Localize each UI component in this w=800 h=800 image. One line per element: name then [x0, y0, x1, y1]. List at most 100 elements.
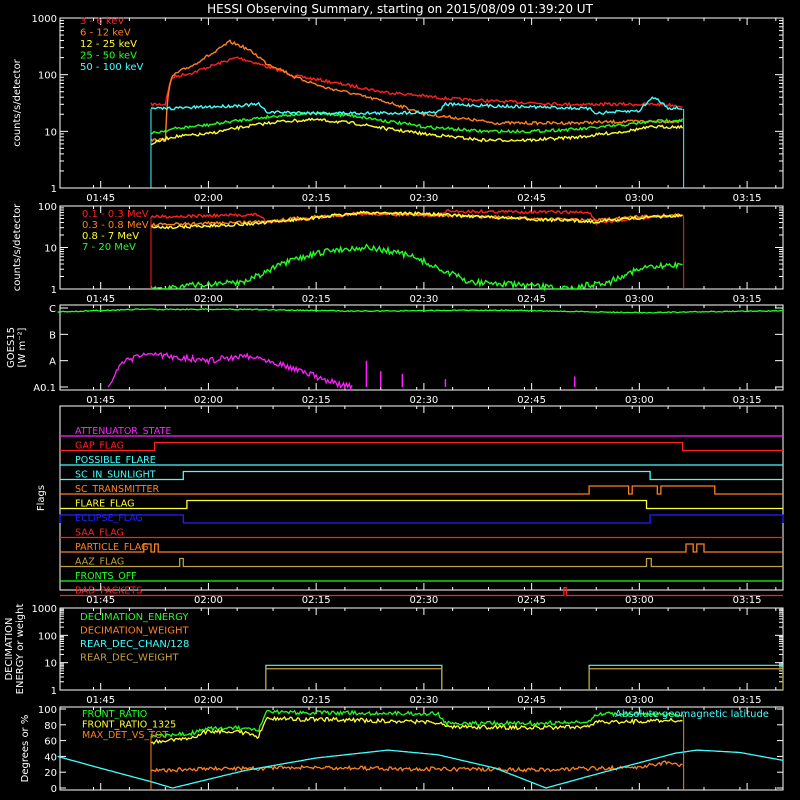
ratios-series-line: [150, 715, 683, 745]
flag-line: [60, 586, 783, 597]
flag-line: [60, 470, 783, 481]
decimation-time-tick-label: 01:45: [86, 695, 115, 706]
ratios-y-tick-label: 100: [38, 705, 57, 716]
lightcurves-y-tick-label: 10: [44, 127, 57, 138]
lightcurves-series-line: [150, 96, 683, 116]
lightcurves-time-tick-label: 02:00: [194, 193, 223, 204]
decimation-time-tick-label: 02:30: [409, 695, 438, 706]
high-energy-time-tick-label: 02:45: [517, 294, 546, 305]
high-energy-time-tick-label: 02:30: [409, 294, 438, 305]
goes-time-tick-label: 03:00: [625, 395, 654, 406]
ratios-series-line: [150, 760, 683, 773]
goes-y-tick-label: A0.1: [33, 383, 56, 394]
decimation-legend-entry: DECIMATION_ENERGY: [80, 612, 189, 623]
lightcurves-legend-entry: 6 - 12 keV: [80, 28, 131, 39]
flag-label: POSSIBLE_FLARE: [75, 455, 156, 466]
ratios-panel: 0 20 40 60 80 100 FRONT_RATIOFRONT_RATIO_1325M…: [20, 705, 784, 795]
ratios-y-tick-label: 0: [51, 784, 57, 795]
flags-time-tick-label: 03:15: [733, 595, 762, 606]
flags-panel: ATTENUATOR_STATE GAP_FLAG POSSIBLE_FLARE SC…: [36, 405, 784, 606]
lightcurves-y-tick-label: 1000: [32, 14, 57, 25]
ratios-ylabel: Degrees or %: [20, 715, 31, 783]
flags-ylabel: Flags: [36, 485, 47, 511]
decimation-time-tick-label: 02:00: [194, 695, 223, 706]
lightcurves-legend-entry: 12 - 25 keV: [80, 39, 137, 50]
lightcurves-time-tick-label: 02:30: [409, 193, 438, 204]
flag-label: GAP_FLAG: [75, 441, 124, 452]
decimation-time-tick-label: 03:00: [625, 695, 654, 706]
ratios-y-tick-label: 80: [44, 721, 57, 732]
goes-time-tick-label: 02:00: [194, 395, 223, 406]
high-energy-y-tick-label: 1: [51, 285, 57, 296]
goes-time-tick-label: 03:15: [733, 395, 762, 406]
decimation-legend-entry: REAR_DEC_WEIGHT: [80, 653, 179, 664]
ratios-y-tick-label: 40: [44, 752, 57, 763]
flag-label: SC_TRANSMITTER: [75, 484, 160, 495]
flag-label: AAZ_FLAG: [75, 557, 124, 568]
goes-y-tick-label: C: [49, 304, 56, 315]
flag-label: SC_IN_SUNLIGHT: [75, 470, 156, 481]
high-energy-ylabel: counts/s/detector: [12, 203, 23, 291]
decimation-step: [588, 668, 784, 690]
goes-y-tick-label: A: [49, 357, 56, 368]
decimation-y-tick-label: 1: [51, 686, 57, 697]
lightcurves-time-tick-label: 01:45: [86, 193, 115, 204]
flag-line: [60, 499, 783, 510]
lightcurves-legend-entry: 50 - 100 keV: [80, 62, 144, 73]
lightcurves-axes-frame: [59, 17, 784, 189]
lightcurves-legend-entry: 25 - 50 keV: [80, 51, 137, 62]
flags-time-tick-label: 01:45: [86, 595, 115, 606]
flag-line: [59, 514, 784, 524]
high-energy-legend-entry: 7 - 20 MeV: [82, 242, 136, 253]
high-energy-legend-entry: 0.1 - 0.3 MeV: [82, 209, 149, 220]
high-energy-time-tick-label: 02:00: [194, 294, 223, 305]
lightcurves-time-tick-label: 02:45: [517, 193, 546, 204]
decimation-legend-entry: REAR_DEC_CHAN/128: [80, 639, 189, 650]
flag-line: [60, 441, 783, 452]
decimation-y-tick-label: 100: [38, 631, 57, 642]
flag-label: FRONTS_OFF: [75, 571, 137, 582]
high-energy-y-tick-label: 100: [38, 202, 57, 213]
ratios-legend-entry: FRONT_RATIO: [82, 709, 147, 720]
lightcurves-time-tick-label: 02:15: [302, 193, 331, 204]
decimation-step: [265, 668, 443, 690]
flags-time-tick-label: 02:45: [517, 595, 546, 606]
lightcurves-time-tick-label: 03:15: [733, 193, 762, 204]
flag-label: SAA_FLAG: [75, 528, 124, 539]
high-energy-time-tick-label: 03:15: [733, 294, 762, 305]
goes-time-tick-label: 02:30: [409, 395, 438, 406]
goes-time-tick-label: 02:15: [302, 395, 331, 406]
flag-label: ECLIPSE_FLAG: [75, 513, 143, 524]
flags-time-tick-label: 03:00: [625, 595, 654, 606]
decimation-time-tick-label: 02:15: [302, 695, 331, 706]
lightcurves-series-line: [150, 110, 684, 135]
flag-line: [60, 485, 783, 495]
decimation-panel: 1 10 100 1000 DECIMATION_ENERGY DECIMATION_WE…: [4, 604, 784, 706]
flag-label: ATTENUATOR_STATE: [75, 426, 171, 437]
flag-label: FLARE_FLAG: [75, 499, 135, 510]
goes-ylabel: GOES15: [6, 327, 17, 368]
lightcurves-time-tick-label: 03:00: [625, 193, 654, 204]
decimation-ylabel-2: ENERGY or weight: [15, 604, 26, 695]
high-energy-time-tick-label: 03:00: [625, 294, 654, 305]
ratios-annotation: Absolute geomagnetic latitude: [615, 709, 769, 720]
figure-title: HESSI Observing Summary, starting on 201…: [207, 2, 593, 16]
goes-time-tick-label: 02:45: [517, 395, 546, 406]
flag-label: BAD_PACKETS: [75, 586, 142, 597]
lightcurves-y-tick-label: 100: [38, 71, 57, 82]
goes-axes-frame: [59, 304, 784, 391]
decimation-ylabel: DECIMATION: [4, 617, 15, 680]
ratios-series-line: [150, 709, 684, 738]
high-energy-legend-entry: 0.8 - 7 MeV: [82, 231, 139, 242]
decimation-time-tick-label: 03:15: [733, 695, 762, 706]
goes-series-line: [107, 351, 353, 391]
high-energy-series-line: [150, 243, 683, 292]
flags-time-tick-label: 02:30: [409, 595, 438, 606]
lightcurves-series-line: [150, 56, 683, 108]
ratios-series-line: [57, 749, 784, 789]
ratios-legend-entry: FRONT_RATIO_1325: [82, 720, 176, 731]
decimation-time-tick-label: 02:45: [517, 695, 546, 706]
high-energy-series-line: [151, 210, 683, 230]
ratios-y-tick-label: 60: [44, 737, 57, 748]
